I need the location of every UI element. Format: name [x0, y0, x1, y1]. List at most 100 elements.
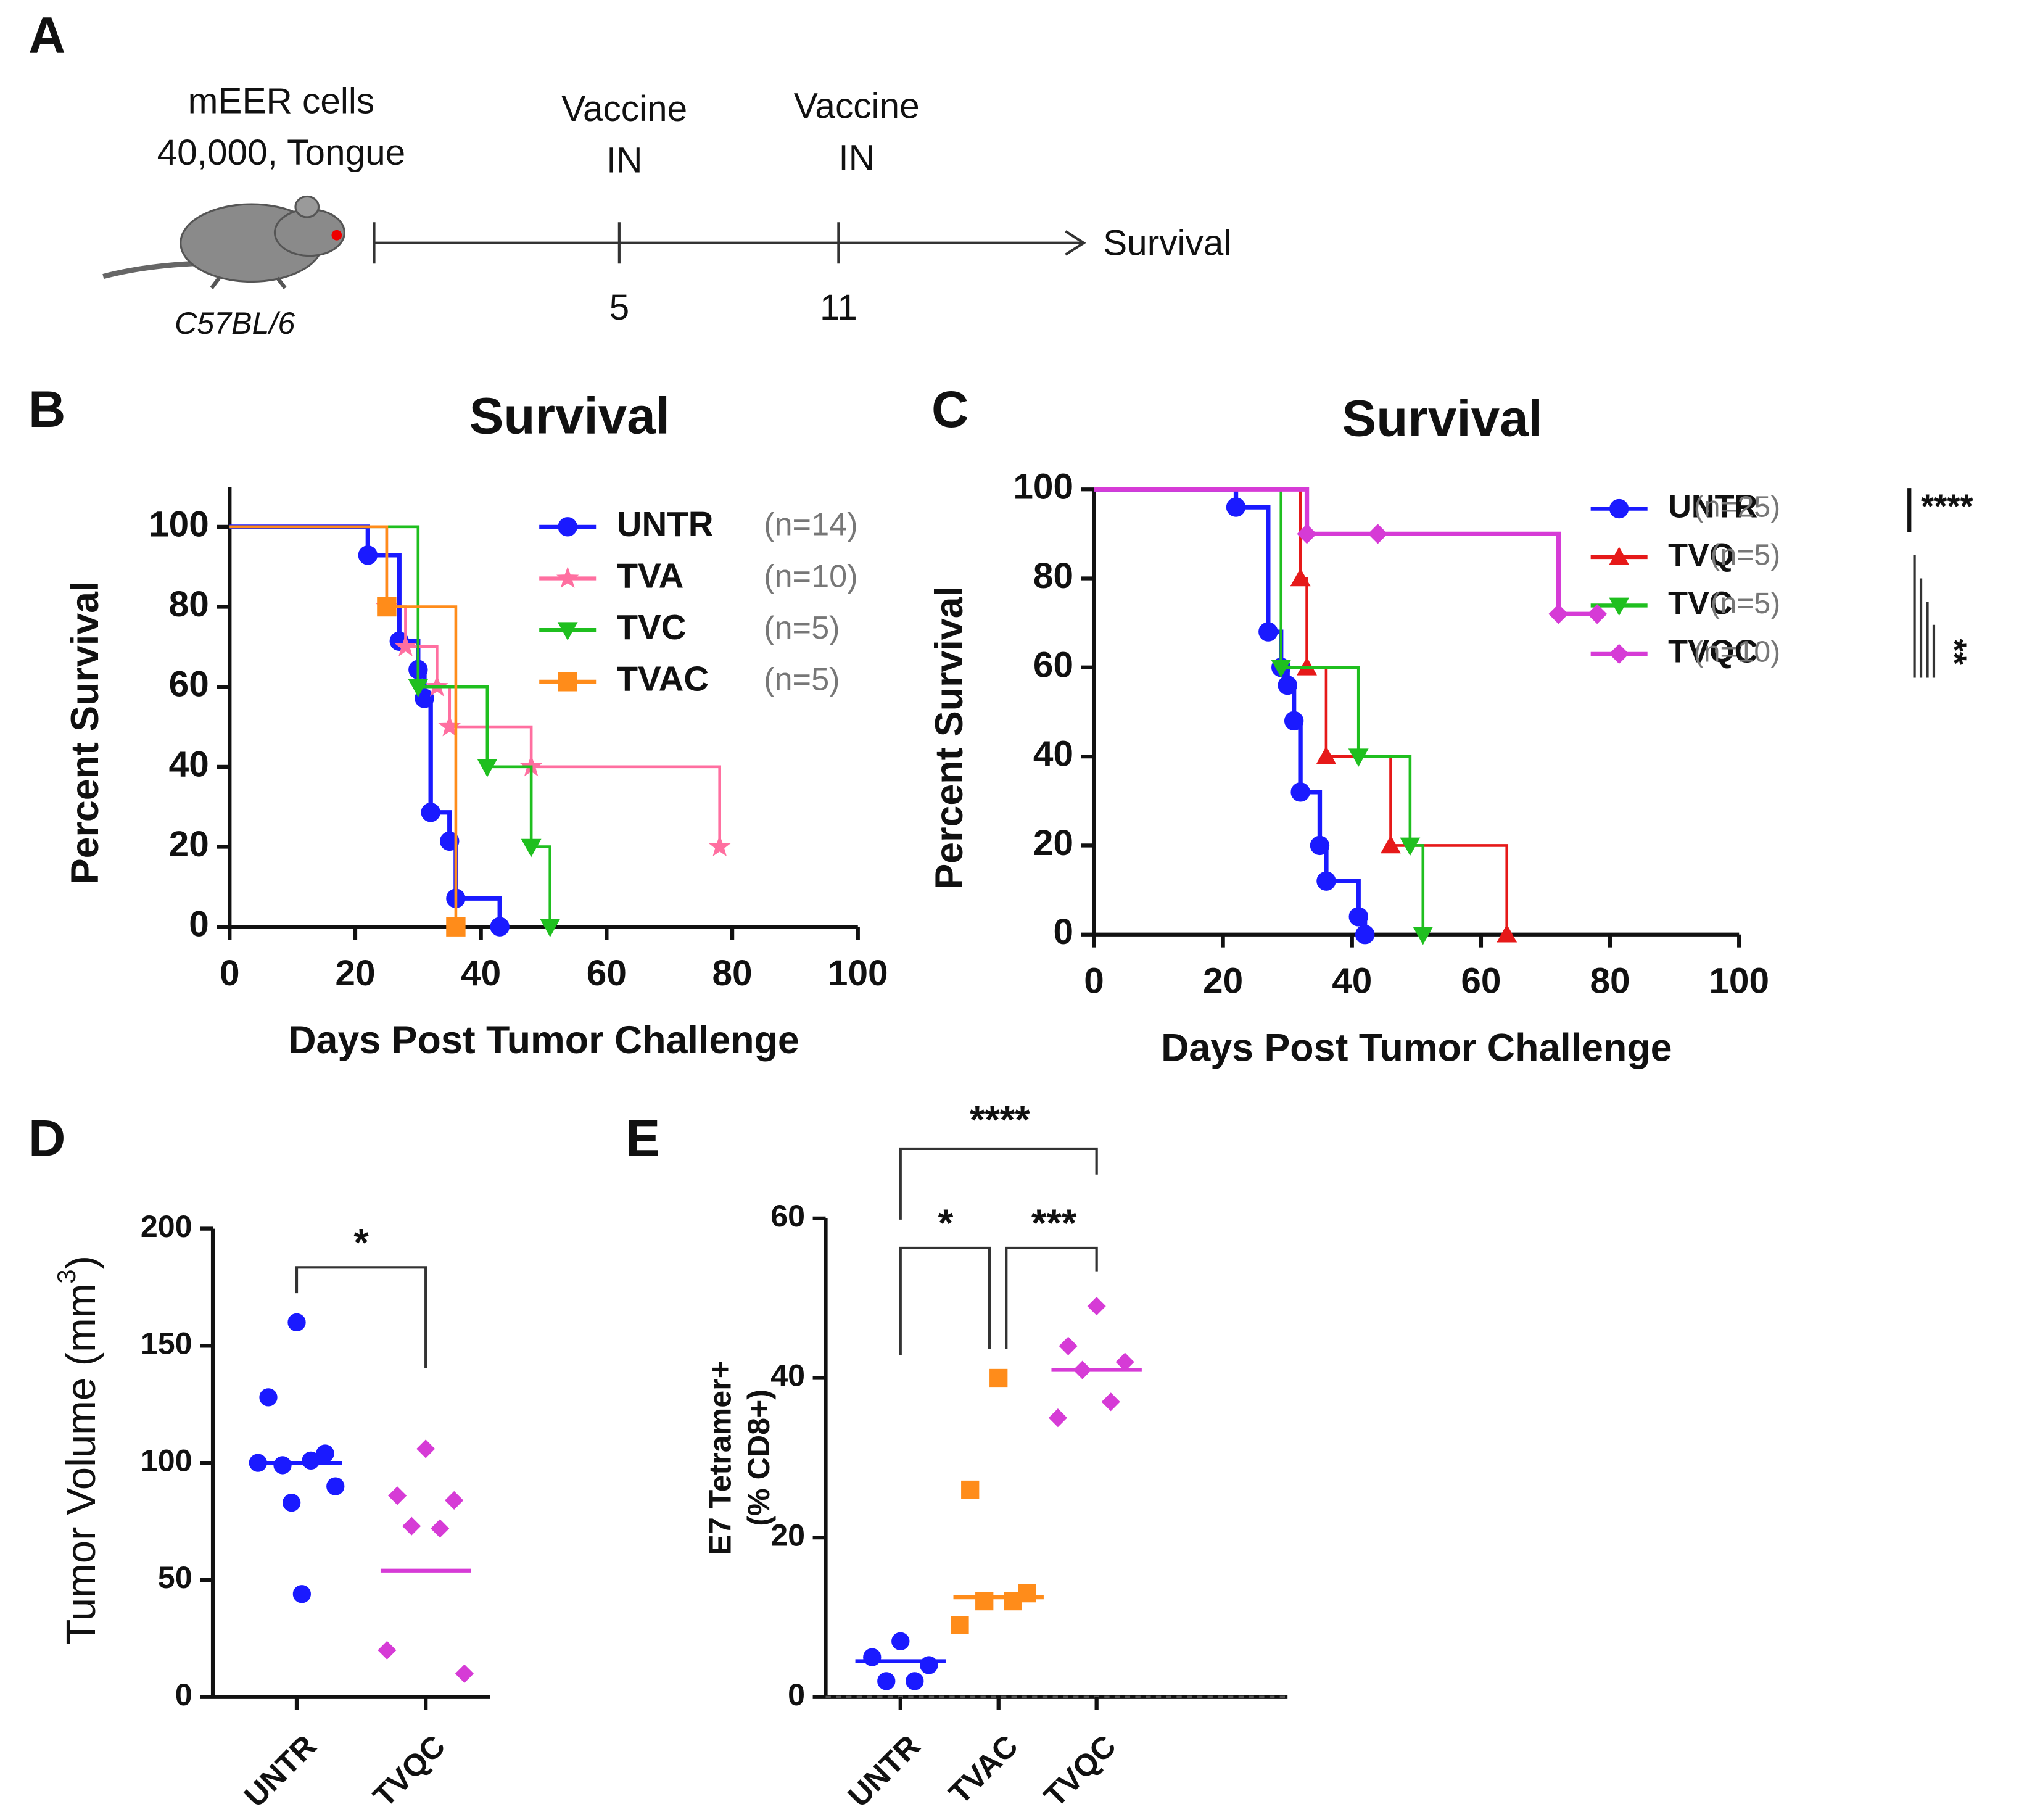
marker — [402, 1516, 421, 1536]
marker — [394, 635, 417, 656]
survival-step — [1307, 666, 1328, 757]
marker — [1368, 524, 1388, 544]
y-tick-label: 60 — [169, 664, 209, 705]
y-tick-label: 80 — [1033, 556, 1073, 596]
marker — [1316, 871, 1336, 891]
survival-step — [1094, 487, 1310, 534]
x-tick-label: 60 — [587, 953, 627, 993]
marker — [259, 1388, 278, 1407]
legend-label: TVQC — [1668, 634, 1757, 670]
y-tick-label: 40 — [770, 1359, 805, 1393]
marker — [1381, 835, 1401, 854]
survival-step — [424, 696, 433, 813]
y-tick-label: 50 — [158, 1560, 192, 1595]
marker — [431, 1519, 450, 1538]
marker — [1271, 660, 1292, 678]
mouse-feet — [210, 276, 287, 289]
marker — [1348, 748, 1369, 767]
y-tick-label: 0 — [175, 1677, 192, 1712]
marker — [1497, 924, 1517, 943]
marker — [1316, 746, 1337, 764]
legend-label: TVQ — [1668, 537, 1734, 573]
sig-bracket — [295, 1266, 427, 1368]
x-tick-label: 20 — [335, 953, 375, 993]
y-tick-label: 0 — [1053, 912, 1073, 952]
survival-step — [1281, 666, 1360, 757]
survival-step — [405, 645, 439, 687]
marker — [891, 1632, 910, 1650]
panel-letter: E — [626, 1109, 660, 1167]
legend-label: UNTR — [617, 505, 714, 544]
y-tick-label: 20 — [169, 824, 209, 864]
legend-marker — [556, 566, 579, 589]
survival-step — [449, 725, 533, 767]
legend-n: (n=5) — [764, 610, 840, 646]
survival-step — [531, 845, 551, 927]
legend-label: TVC — [1668, 585, 1733, 621]
marker — [440, 831, 460, 851]
legend-marker — [558, 517, 577, 537]
marker — [477, 759, 498, 777]
legend-label: UNTR — [1668, 489, 1757, 524]
marker — [408, 679, 429, 697]
timeline-arrow — [1065, 230, 1086, 256]
legend-label: TVAC — [617, 660, 709, 698]
marker — [273, 1456, 292, 1475]
event-label: IN — [838, 138, 875, 178]
y-axis-title: E7 Tetramer+ — [703, 1360, 737, 1555]
legend-n: (n=14) — [764, 507, 858, 543]
marker — [446, 917, 466, 937]
x-tick-label: TVAC — [942, 1728, 1025, 1811]
x-axis-title: Days Post Tumor Challenge — [288, 1019, 799, 1062]
strain-label: C57BL/6 — [175, 306, 295, 341]
y-tick-label: 100 — [149, 504, 209, 544]
event-day: 11 — [820, 287, 857, 328]
sig-stars: ** — [1936, 639, 1973, 666]
panel-letter: C — [931, 380, 968, 438]
y-tick-label: 100 — [141, 1443, 192, 1478]
survival-step — [487, 765, 533, 847]
legend-marker — [557, 622, 578, 640]
sig-bracket — [899, 1246, 991, 1355]
y-tick-label: 60 — [770, 1199, 805, 1233]
marker — [1048, 1408, 1067, 1428]
legend-marker — [1609, 498, 1629, 519]
marker — [455, 1664, 474, 1683]
marker — [283, 1494, 301, 1512]
chart-title: Survival — [469, 386, 670, 444]
marker — [961, 1480, 980, 1499]
marker — [416, 1439, 436, 1458]
x-tick-label: TVQC — [366, 1728, 452, 1813]
y-axis-title-part: ) — [58, 1255, 104, 1269]
legend-marker — [1609, 597, 1630, 616]
marker — [326, 1477, 345, 1495]
marker — [377, 597, 397, 617]
marker — [1297, 524, 1317, 544]
x-tick-label: 80 — [1590, 961, 1630, 1001]
x-tick-label: 80 — [712, 953, 753, 993]
marker — [1290, 568, 1311, 587]
marker — [906, 1672, 924, 1690]
x-tick-label: 0 — [220, 953, 240, 993]
marker — [1355, 925, 1375, 945]
legend-n: (n=10) — [1694, 635, 1780, 669]
survival-step — [229, 524, 370, 555]
marker — [1548, 604, 1569, 624]
y-tick-label: 0 — [189, 904, 209, 945]
x-tick-label: 20 — [1203, 961, 1243, 1001]
mouse-ear — [294, 195, 320, 218]
survival-step — [1236, 505, 1271, 632]
marker — [989, 1368, 1008, 1388]
marker — [421, 803, 440, 822]
y-axis-title: Percent Survival — [64, 581, 107, 885]
sig-stars: * — [353, 1221, 369, 1264]
x-tick-label: UNTR — [237, 1728, 323, 1813]
mouse-tail — [102, 261, 194, 279]
marker — [292, 1585, 312, 1603]
x-tick-label: TVQC — [1038, 1728, 1123, 1813]
x-tick-label: 100 — [1709, 961, 1769, 1001]
survival-step — [1300, 577, 1308, 668]
x-axis-title: Days Post Tumor Challenge — [1161, 1027, 1672, 1070]
survival-step — [1377, 531, 1561, 614]
marker — [378, 1640, 397, 1660]
